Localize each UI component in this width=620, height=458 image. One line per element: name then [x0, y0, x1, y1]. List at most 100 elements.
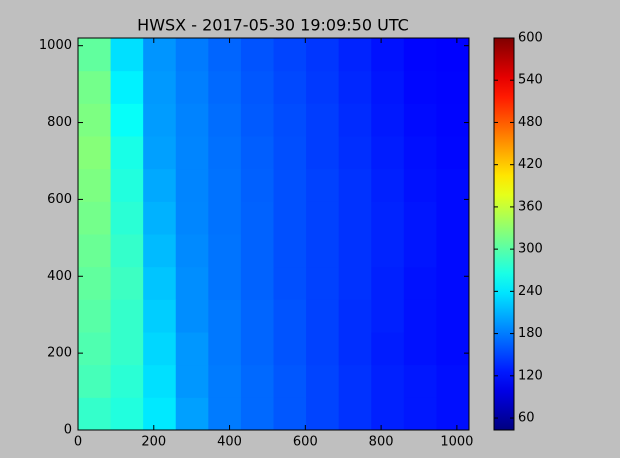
y-tick-label: 200 [47, 346, 72, 361]
heatmap-cell [338, 168, 372, 202]
heatmap-cell [306, 103, 340, 137]
heatmap-cell [436, 168, 470, 202]
heatmap-cell [240, 266, 274, 300]
colorbar [493, 37, 515, 431]
heatmap-cell [436, 266, 470, 300]
y-tick-label: 1000 [39, 38, 72, 53]
x-tick-label: 800 [369, 435, 394, 450]
heatmap-cell [175, 397, 209, 431]
heatmap-cell [143, 332, 177, 366]
heatmap-cell [306, 234, 340, 268]
heatmap-cell [338, 397, 372, 431]
heatmap-cell [306, 201, 340, 235]
heatmap-cell [403, 364, 437, 398]
heatmap-cell [273, 201, 307, 235]
colorbar-tick-label: 180 [518, 326, 543, 341]
heatmap-cell [78, 299, 112, 333]
heatmap-cell [436, 201, 470, 235]
heatmap-cell [110, 299, 144, 333]
heatmap-cell [175, 201, 209, 235]
heatmap-cell [306, 364, 340, 398]
colorbar-tick-label: 300 [518, 242, 543, 257]
y-tick-label: 800 [47, 115, 72, 130]
heatmap-cell [78, 332, 112, 366]
plot-frame [77, 37, 470, 431]
heatmap-cell [78, 266, 112, 300]
heatmap-cell [371, 266, 405, 300]
colorbar-tick-label: 420 [518, 157, 543, 172]
heatmap-cell [208, 168, 242, 202]
heatmap-cell [143, 234, 177, 268]
heatmap-cell [371, 168, 405, 202]
heatmap-cell [273, 136, 307, 170]
heatmap-cell [78, 168, 112, 202]
heatmap-cell [78, 136, 112, 170]
heatmap-cell [110, 234, 144, 268]
heatmap-cell [175, 364, 209, 398]
heatmap-cell [240, 299, 274, 333]
heatmap-cell [143, 70, 177, 104]
heatmap-cell [78, 397, 112, 431]
heatmap-cell [371, 38, 405, 72]
heatmap-cell [306, 70, 340, 104]
heatmap-cell [208, 70, 242, 104]
heatmap-cell [208, 364, 242, 398]
heatmap-cell [403, 168, 437, 202]
heatmap-cell [143, 38, 177, 72]
heatmap-cell [175, 332, 209, 366]
heatmap-cell [78, 201, 112, 235]
heatmap-cell [403, 234, 437, 268]
heatmap-cell [110, 266, 144, 300]
heatmap-cell [240, 168, 274, 202]
heatmap-cell [240, 364, 274, 398]
heatmap-cell [273, 38, 307, 72]
heatmap-cell [175, 266, 209, 300]
heatmap-cell [240, 70, 274, 104]
heatmap-cell [78, 103, 112, 137]
heatmap-cell [175, 103, 209, 137]
colorbar-tick-label: 120 [518, 368, 543, 383]
heatmap-cell [110, 332, 144, 366]
heatmap-cell [273, 234, 307, 268]
heatmap-cell [273, 332, 307, 366]
heatmap-cell [143, 103, 177, 137]
heatmap-cell [208, 103, 242, 137]
heatmap-cell [208, 38, 242, 72]
heatmap-cell [436, 136, 470, 170]
heatmap-cell [240, 201, 274, 235]
heatmap-cell [110, 103, 144, 137]
heatmap-cell [371, 332, 405, 366]
heatmap-cell [371, 201, 405, 235]
heatmap-cell [208, 234, 242, 268]
heatmap-cell [175, 136, 209, 170]
heatmap-cell [371, 70, 405, 104]
heatmap-cell [338, 364, 372, 398]
heatmap-cell [143, 201, 177, 235]
heatmap-cell [240, 103, 274, 137]
heatmap-cell [338, 234, 372, 268]
heatmap-cell [208, 332, 242, 366]
x-tick-label: 1000 [440, 435, 473, 450]
heatmap-cell [371, 136, 405, 170]
heatmap-cell [306, 38, 340, 72]
heatmap-cell [110, 201, 144, 235]
heatmap-cell [371, 299, 405, 333]
heatmap-cell [143, 136, 177, 170]
heatmap-cell [110, 364, 144, 398]
heatmap-cell [436, 299, 470, 333]
heatmap-cell [273, 299, 307, 333]
heatmap-cell [338, 103, 372, 137]
heatmap-cell [110, 70, 144, 104]
heatmap-cell [371, 103, 405, 137]
heatmap-cell [208, 201, 242, 235]
heatmap-cell [208, 136, 242, 170]
colorbar-tick-label: 360 [518, 199, 543, 214]
heatmap-cell [338, 38, 372, 72]
heatmap-cell [143, 364, 177, 398]
x-tick-label: 0 [74, 435, 82, 450]
heatmap-cell [240, 332, 274, 366]
heatmap-cell [403, 70, 437, 104]
heatmap-cell [403, 136, 437, 170]
heatmap-cell [338, 136, 372, 170]
